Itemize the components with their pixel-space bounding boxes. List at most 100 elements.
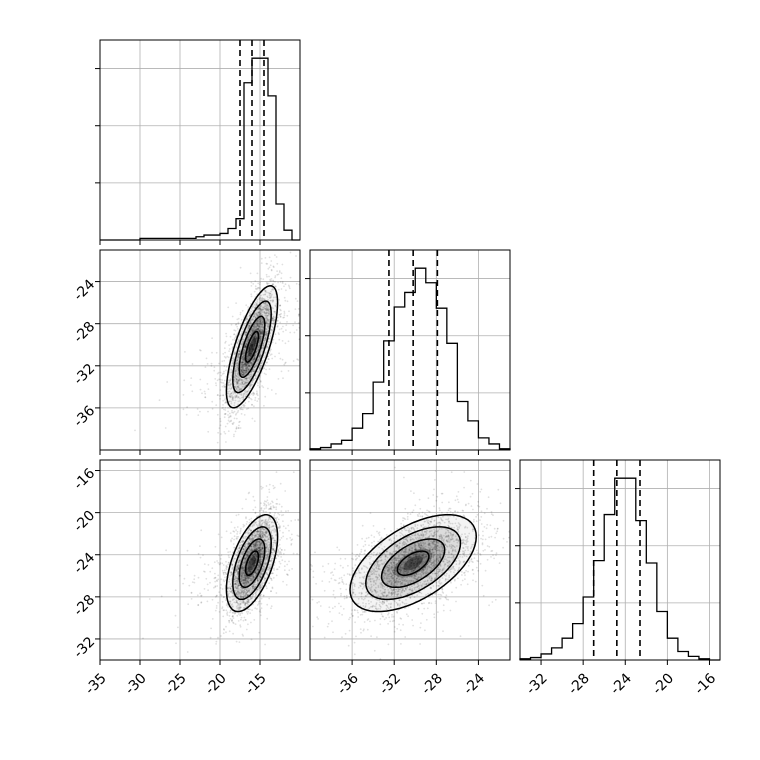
sample-point xyxy=(247,318,249,321)
sample-point xyxy=(241,361,244,364)
sample-point xyxy=(248,538,251,541)
sample-point xyxy=(238,356,241,358)
sample-point xyxy=(283,285,285,288)
sample-point xyxy=(251,380,253,383)
sample-point xyxy=(242,537,245,540)
sample-point xyxy=(227,392,230,395)
sample-point xyxy=(254,399,256,401)
sample-point xyxy=(245,331,248,334)
sample-point xyxy=(260,332,262,335)
sample-point xyxy=(261,330,264,333)
sample-point xyxy=(234,392,237,395)
sample-point xyxy=(252,348,255,351)
sample-point xyxy=(248,324,251,327)
sample-point xyxy=(254,354,256,357)
sample-point xyxy=(319,307,321,309)
sample-point xyxy=(235,362,238,365)
sample-point xyxy=(232,621,234,624)
sample-point xyxy=(276,319,279,322)
sample-point xyxy=(237,372,239,375)
sample-point xyxy=(272,322,274,325)
sample-point xyxy=(244,381,247,384)
sample-point xyxy=(249,331,252,333)
sample-point xyxy=(265,230,267,232)
sample-point xyxy=(263,305,266,308)
sample-point xyxy=(259,335,261,338)
sample-point xyxy=(233,404,236,407)
sample-point xyxy=(249,356,252,359)
sample-point xyxy=(265,336,267,338)
sample-point xyxy=(270,590,272,593)
sample-point xyxy=(257,372,260,374)
sample-point xyxy=(279,321,282,324)
sample-point xyxy=(185,413,188,416)
sample-point xyxy=(253,346,255,349)
sample-point xyxy=(247,338,250,341)
sample-point xyxy=(243,378,246,380)
sample-point xyxy=(266,587,268,590)
sample-point xyxy=(243,414,246,416)
sample-point xyxy=(291,538,294,541)
sample-point xyxy=(252,538,255,540)
sample-point xyxy=(272,317,275,320)
sample-point xyxy=(232,543,235,545)
sample-point xyxy=(238,641,241,643)
sample-point xyxy=(274,311,277,313)
sample-point xyxy=(216,379,219,382)
sample-point xyxy=(272,505,275,507)
sample-point xyxy=(261,330,264,333)
sample-point xyxy=(257,324,260,327)
sample-point xyxy=(226,611,229,614)
sample-point xyxy=(269,332,272,335)
sample-point xyxy=(236,355,239,358)
sample-point xyxy=(244,377,247,379)
sample-point xyxy=(244,389,247,392)
sample-point xyxy=(232,338,234,341)
sample-point xyxy=(248,387,251,389)
sample-point xyxy=(240,342,243,345)
sample-point xyxy=(260,322,263,324)
sample-point xyxy=(263,310,265,313)
sample-point xyxy=(260,362,263,365)
sample-point xyxy=(255,555,258,558)
sample-point xyxy=(250,398,253,401)
sample-point xyxy=(273,569,275,571)
sample-point xyxy=(240,396,243,399)
sample-point xyxy=(245,367,247,369)
sample-point xyxy=(252,391,255,394)
sample-point xyxy=(256,323,259,326)
sample-point xyxy=(240,408,243,411)
sample-point xyxy=(236,356,239,359)
sample-point xyxy=(246,569,249,571)
sample-point xyxy=(229,609,232,612)
sample-point xyxy=(261,332,264,334)
sample-point xyxy=(229,380,232,382)
sample-point xyxy=(275,517,278,520)
sample-point xyxy=(307,299,309,301)
sample-point xyxy=(224,397,227,399)
sample-point xyxy=(188,584,191,587)
sample-point xyxy=(264,331,267,334)
sample-point xyxy=(283,316,286,319)
sample-point xyxy=(231,357,234,359)
sample-point xyxy=(253,345,256,348)
sample-point xyxy=(256,314,259,317)
sample-point xyxy=(259,311,262,314)
sample-point xyxy=(258,307,261,310)
sample-point xyxy=(234,413,237,416)
sample-point xyxy=(243,562,246,565)
sample-point xyxy=(254,365,257,368)
sample-point xyxy=(249,348,251,351)
sample-point xyxy=(256,320,258,323)
sample-point xyxy=(232,530,235,533)
sample-point xyxy=(235,407,238,410)
sample-point xyxy=(184,351,186,353)
sample-point xyxy=(241,374,244,376)
sample-point xyxy=(239,408,242,411)
sample-point xyxy=(251,306,254,309)
sample-point xyxy=(279,237,281,239)
sample-point xyxy=(232,411,235,414)
sample-point xyxy=(260,325,263,328)
sample-point xyxy=(255,337,257,340)
sample-point xyxy=(278,352,280,355)
